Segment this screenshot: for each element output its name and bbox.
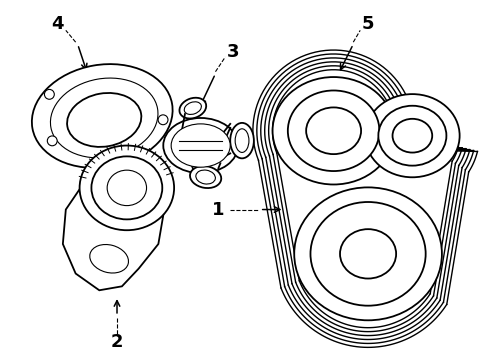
Ellipse shape xyxy=(288,90,379,171)
Ellipse shape xyxy=(92,156,162,219)
Ellipse shape xyxy=(311,202,426,306)
Ellipse shape xyxy=(294,188,442,320)
Circle shape xyxy=(45,89,54,99)
Polygon shape xyxy=(63,168,164,290)
Ellipse shape xyxy=(230,123,254,158)
Ellipse shape xyxy=(163,118,238,173)
Ellipse shape xyxy=(179,98,206,118)
Ellipse shape xyxy=(184,102,201,114)
Ellipse shape xyxy=(272,77,394,184)
Text: 1: 1 xyxy=(212,201,225,219)
Ellipse shape xyxy=(107,170,147,206)
Ellipse shape xyxy=(190,166,221,188)
Ellipse shape xyxy=(365,94,460,177)
Circle shape xyxy=(158,115,168,125)
Circle shape xyxy=(48,136,57,146)
Text: 4: 4 xyxy=(51,15,64,33)
Ellipse shape xyxy=(90,244,128,273)
Ellipse shape xyxy=(378,106,446,166)
Ellipse shape xyxy=(235,129,249,152)
Text: 2: 2 xyxy=(111,333,123,351)
Ellipse shape xyxy=(196,170,216,184)
Ellipse shape xyxy=(50,78,158,158)
Ellipse shape xyxy=(67,93,141,147)
Ellipse shape xyxy=(79,145,174,230)
Ellipse shape xyxy=(32,64,172,168)
Ellipse shape xyxy=(340,229,396,279)
Text: 5: 5 xyxy=(362,15,374,33)
Ellipse shape xyxy=(392,119,432,153)
Ellipse shape xyxy=(171,124,230,167)
Ellipse shape xyxy=(306,107,361,154)
Text: 3: 3 xyxy=(227,43,240,61)
